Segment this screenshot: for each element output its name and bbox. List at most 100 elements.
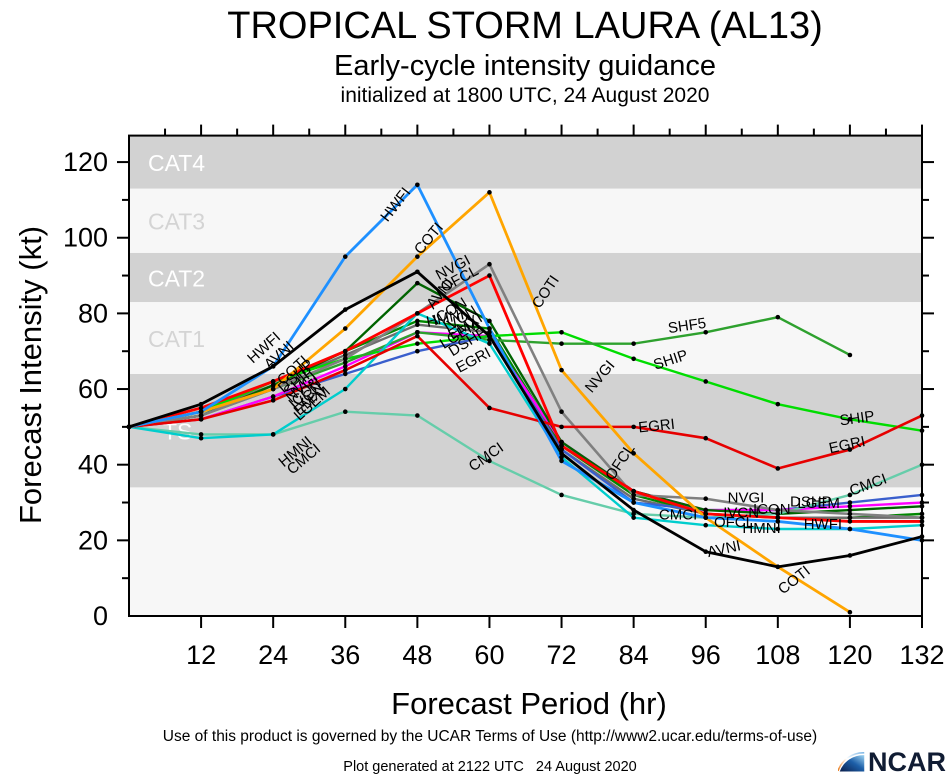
marker-ivcn [415, 322, 420, 328]
marker-lgem [342, 364, 348, 369]
x-tick-label: 120 [827, 640, 872, 670]
marker-lgem [270, 394, 276, 399]
marker-hmni [342, 386, 348, 392]
marker-shf5 [775, 314, 781, 320]
marker-ivcn [631, 496, 636, 502]
marker-egri [775, 466, 781, 471]
model-label-icon: ICON [753, 501, 791, 518]
init-time-line: initialized at 1800 UTC, 24 August 2020 [340, 84, 710, 107]
band-label-cat1: CAT1 [148, 326, 205, 352]
marker-egri [270, 398, 276, 403]
band-label-cat2: CAT2 [148, 265, 205, 291]
marker-nvgi [847, 511, 853, 517]
marker-nvgi [703, 496, 709, 502]
page-title: TROPICAL STORM LAURA (AL13) [227, 5, 823, 47]
marker-egri [487, 405, 492, 411]
marker-coti [847, 609, 853, 615]
band-cat3 [129, 188, 922, 253]
marker-cmci [775, 511, 781, 517]
marker-egri [342, 367, 348, 373]
marker-hmni [631, 515, 636, 520]
x-tick-label: 36 [330, 640, 360, 670]
marker-dshp [415, 280, 420, 286]
model-label-cmci: CMCI [659, 507, 697, 524]
marker-coti [415, 254, 420, 259]
marker-emxi [415, 348, 420, 354]
marker-emxi [559, 447, 564, 452]
marker-egri [559, 424, 564, 430]
marker-egri [198, 417, 204, 422]
model-label-avni: AVNI [706, 537, 743, 561]
marker-avni [559, 451, 564, 456]
model-label-hwfi: HWFI [804, 516, 842, 533]
y-tick-label: 40 [78, 450, 108, 480]
marker-dshp [847, 507, 853, 513]
marker-hwfi [703, 515, 709, 520]
x-tick-label: 60 [474, 640, 504, 670]
series-line-hmni [127, 312, 924, 531]
marker-ofcl [342, 348, 348, 354]
marker-nvgi [487, 261, 492, 267]
marker-ship [559, 329, 564, 335]
marker-ivcn [487, 329, 492, 335]
marker-hwfi [198, 409, 204, 415]
marker-ofcl [631, 488, 636, 494]
x-tick-label: 72 [547, 640, 577, 670]
marker-shf5 [703, 329, 709, 335]
series-line-avni [127, 270, 924, 569]
model-label-dshp: DSHP [790, 493, 832, 510]
x-tick-label: 108 [755, 640, 800, 670]
marker-ivcn [847, 515, 853, 520]
marker-dshp [487, 318, 492, 324]
marker-nvgi [775, 507, 781, 513]
marker-hwfi [847, 526, 853, 532]
ncar-logo-text: NCAR [868, 747, 946, 777]
marker-egri [631, 424, 636, 430]
marker-avni [342, 307, 348, 312]
model-label-lgem: LGEM [797, 495, 840, 512]
point-markers [126, 182, 925, 615]
marker-shf5 [559, 341, 564, 346]
marker-hmni [198, 435, 204, 441]
marker-ship [631, 356, 636, 362]
marker-ivcn [342, 352, 348, 358]
band-cat2 [129, 252, 922, 303]
plot-generated-text: Plot generated at 2122 UTC 24 August 202… [343, 759, 637, 775]
marker-nvgi [559, 409, 564, 415]
page-subtitle: Early-cycle intensity guidance [333, 50, 716, 82]
marker-ship [703, 379, 709, 384]
x-axis-title: Forecast Period (hr) [391, 686, 667, 721]
marker-ofcl [847, 519, 853, 524]
model-label-shf5: SHF5 [667, 315, 707, 337]
band-cat4 [129, 135, 922, 189]
marker-shf5 [631, 341, 636, 346]
band-label-cat4: CAT4 [148, 150, 205, 176]
marker-avni [487, 333, 492, 339]
marker-ship [415, 341, 420, 346]
x-tick-label: 12 [186, 640, 216, 670]
marker-hwfi [415, 182, 420, 188]
marker-cmci [631, 511, 636, 517]
model-label-ship: SHIP [839, 408, 876, 430]
marker-egri [703, 435, 709, 441]
marker-ofcl [703, 511, 709, 517]
marker-dshp [703, 507, 709, 513]
marker-coti [342, 326, 348, 331]
x-tick-label: 96 [691, 640, 721, 670]
marker-ofcl [559, 443, 564, 449]
marker-ship [775, 401, 781, 407]
marker-lgem [847, 504, 853, 509]
y-tick-label: 100 [63, 223, 108, 253]
marker-hmni [559, 454, 564, 460]
marker-hwfi [559, 458, 564, 464]
marker-cmci [415, 413, 420, 418]
model-label-egri: EGRI [637, 416, 675, 437]
marker-coti [631, 451, 636, 456]
marker-dshp [270, 382, 276, 388]
marker-cmci [847, 492, 853, 498]
y-tick-label: 20 [78, 525, 108, 555]
marker-hmni [703, 522, 709, 528]
